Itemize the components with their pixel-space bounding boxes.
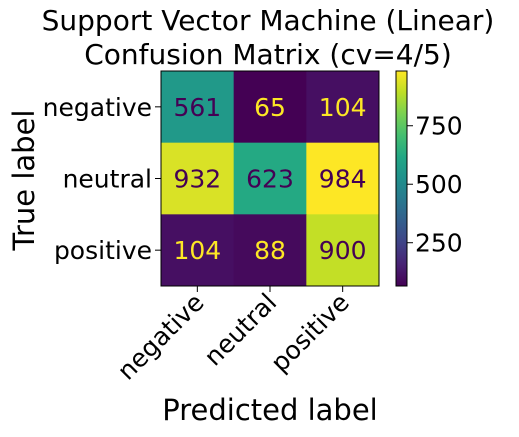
y-tick-label: positive — [54, 236, 152, 265]
heatmap-cell — [161, 71, 235, 144]
colorbar-frame — [395, 70, 408, 287]
heatmap-cell — [161, 214, 235, 287]
heatmap-cell — [306, 71, 380, 144]
cell-value-label: 623 — [246, 165, 294, 194]
chart-title-line-2: Confusion Matrix (cv=4/5) — [84, 38, 452, 71]
x-tick-label: positive — [265, 288, 355, 378]
colorbar-tick-label: 500 — [415, 170, 463, 199]
colorbar: 250 500 750 — [395, 70, 463, 287]
cell-value-label: 561 — [173, 93, 221, 122]
y-axis-label: True label — [7, 110, 41, 252]
cell-value-label: 984 — [319, 165, 367, 194]
cell-value-label: 104 — [319, 93, 367, 122]
chart-title-line-1: Support Vector Machine (Linear) — [42, 4, 495, 37]
heatmap-cell — [161, 142, 235, 215]
cell-value-label: 104 — [173, 236, 221, 265]
y-tick-label: neutral — [63, 165, 152, 194]
cell-value-label: 65 — [254, 93, 286, 122]
cell-value-labels: 561 65 104 932 623 984 104 88 900 — [173, 93, 366, 265]
cell-value-label: 900 — [319, 236, 367, 265]
heatmap-cell — [233, 214, 307, 287]
colorbar-tick-label: 750 — [415, 112, 463, 141]
x-tick-label: negative — [112, 288, 210, 386]
cell-value-label: 88 — [254, 236, 286, 265]
heatmap-cell — [233, 71, 307, 144]
y-axis: negative neutral positive — [43, 93, 161, 265]
heatmap-cells — [161, 71, 380, 287]
heatmap-cell — [306, 142, 380, 215]
heatmap-cell — [233, 142, 307, 215]
cell-value-label: 932 — [173, 165, 221, 194]
x-axis-label: Predicted label — [162, 393, 378, 427]
y-tick-label: negative — [43, 93, 152, 122]
colorbar-gradient — [396, 71, 407, 286]
colorbar-ticks: 250 500 750 — [407, 112, 463, 258]
heatmap-cell — [306, 214, 380, 287]
colorbar-tick-label: 250 — [415, 229, 463, 258]
